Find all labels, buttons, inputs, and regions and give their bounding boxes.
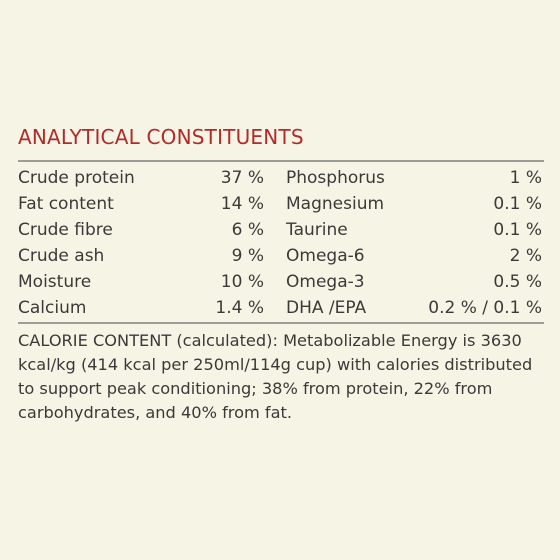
constituent-name: Fat content: [18, 194, 114, 214]
constituent-value: 0.1 %: [493, 220, 542, 240]
section-title: ANALYTICAL CONSTITUENTS: [18, 125, 304, 149]
calorie-content-text: CALORIE CONTENT (calculated): Metaboliza…: [18, 331, 533, 422]
constituent-value: 9 %: [231, 246, 264, 266]
constituent-name: Phosphorus: [286, 168, 385, 188]
constituent-value: 37 %: [220, 168, 264, 188]
constituent-name: DHA /EPA: [286, 298, 367, 318]
table-divider: [18, 322, 544, 324]
constituent-value: 1.4 %: [215, 298, 264, 318]
title-divider: [18, 160, 544, 162]
constituent-name: Crude fibre: [18, 220, 113, 240]
constituent-value: 0.5 %: [493, 272, 542, 292]
constituent-value: 10 %: [220, 272, 264, 292]
constituent-value: 6 %: [231, 220, 264, 240]
constituent-name: Moisture: [18, 272, 92, 292]
constituent-value: 2 %: [509, 246, 542, 266]
table-row: Crude protein 37 % Phosphorus 1 %: [18, 165, 544, 191]
constituent-name: Omega-3: [286, 272, 365, 292]
constituent-name: Magnesium: [286, 194, 385, 214]
constituent-name: Crude ash: [18, 246, 105, 266]
table-row: Calcium 1.4 % DHA /EPA 0.2 % / 0.1 %: [18, 295, 544, 321]
constituent-name: Calcium: [18, 298, 87, 318]
constituent-name: Taurine: [286, 220, 348, 240]
table-row: Crude fibre 6 % Taurine 0.1 %: [18, 217, 544, 243]
constituent-value: 1 %: [509, 168, 542, 188]
table-row: Crude ash 9 % Omega-6 2 %: [18, 243, 544, 269]
table-row: Fat content 14 % Magnesium 0.1 %: [18, 191, 544, 217]
constituent-value: 0.2 % / 0.1 %: [428, 298, 542, 318]
constituent-value: 14 %: [220, 194, 264, 214]
constituent-value: 0.1 %: [493, 194, 542, 214]
constituents-table: Crude protein 37 % Phosphorus 1 % Fat co…: [18, 165, 544, 321]
table-row: Moisture 10 % Omega-3 0.5 %: [18, 269, 544, 295]
constituent-name: Omega-6: [286, 246, 365, 266]
constituent-name: Crude protein: [18, 168, 135, 188]
